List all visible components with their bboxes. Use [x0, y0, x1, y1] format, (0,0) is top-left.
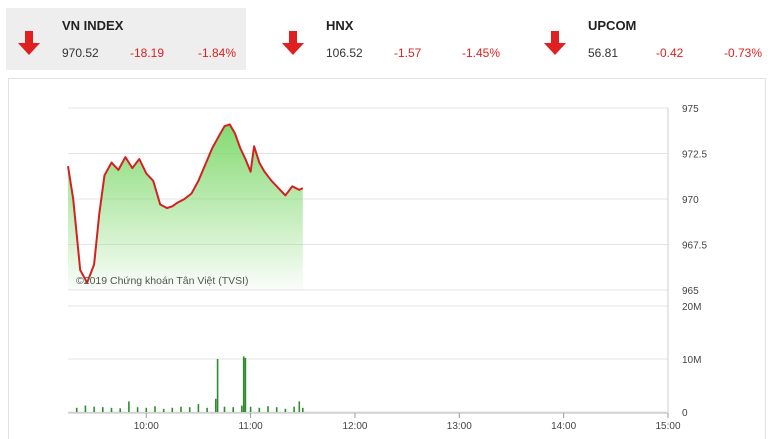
- x-tick-label: 13:00: [447, 421, 472, 432]
- index-tab-hnx[interactable]: HNX 106.52 -1.57 -1.45%: [270, 8, 510, 70]
- index-percent: -0.73%: [724, 46, 763, 60]
- volume-bar: [241, 405, 243, 412]
- index-value: 106.52: [326, 46, 363, 60]
- price-tick-label: 965: [682, 286, 699, 297]
- down-arrow-icon: [18, 31, 40, 55]
- volume-bar: [232, 407, 234, 412]
- volume-bar: [154, 406, 156, 412]
- x-tick-label: 15:00: [655, 421, 680, 432]
- volume-bar: [258, 407, 261, 412]
- index-tab-upcom[interactable]: UPCOM 56.81 -0.42 -0.73%: [532, 8, 772, 70]
- volume-bar: [145, 407, 148, 412]
- volume-bar: [215, 398, 217, 413]
- index-name: UPCOM: [588, 18, 637, 33]
- price-tick-label: 975: [682, 104, 699, 115]
- volume-bar: [267, 406, 269, 412]
- chart-panel: [8, 78, 766, 439]
- volume-bar: [242, 356, 245, 412]
- copyright-label: ©2019 Chứng khoán Tân Việt (TVSI): [76, 275, 249, 287]
- price-tick-label: 972.5: [682, 150, 707, 161]
- price-line: [67, 123, 304, 284]
- volume-tick-label: 0: [682, 408, 688, 419]
- volume-bars: [75, 356, 304, 413]
- index-name: VN INDEX: [62, 18, 124, 33]
- index-value: 970.52: [62, 46, 99, 60]
- price-tick-label: 970: [682, 195, 699, 206]
- volume-bar: [188, 407, 191, 412]
- volume-bar: [197, 404, 200, 412]
- volume-bar: [302, 407, 304, 412]
- x-tick-label: 12:00: [342, 421, 367, 432]
- volume-bar: [171, 407, 174, 412]
- volume-bar: [136, 407, 139, 412]
- volume-bar: [249, 406, 252, 412]
- down-arrow-icon: [282, 31, 304, 55]
- volume-bar: [84, 405, 87, 412]
- index-change: -0.42: [656, 46, 684, 60]
- index-change: -18.19: [130, 46, 165, 60]
- volume-bar: [275, 407, 278, 412]
- price-tick-label: 967.5: [682, 241, 707, 252]
- index-summary-bar: VN INDEX 970.52 -18.19 -1.84% HNX 106.52…: [0, 0, 780, 70]
- index-value: 56.81: [588, 46, 619, 60]
- volume-bar: [102, 407, 104, 412]
- volume-bar: [298, 401, 301, 412]
- volume-tick-label: 10M: [682, 355, 701, 366]
- price-area: [68, 124, 303, 291]
- volume-bar: [206, 407, 208, 412]
- volume-bar: [223, 406, 226, 412]
- index-name: HNX: [326, 18, 354, 33]
- volume-bar: [128, 401, 130, 412]
- axes: 975 972.5 970 967.5 965 20M 10M 0 10:00 11:00 12:0…: [68, 104, 707, 432]
- index-percent: -1.84%: [198, 46, 237, 60]
- volume-bar: [180, 406, 182, 412]
- x-tick-label: 14:00: [551, 421, 576, 432]
- volume-bar: [284, 408, 287, 412]
- volume-bar: [293, 406, 295, 412]
- volume-bar: [119, 408, 121, 412]
- volume-bar: [110, 407, 113, 412]
- volume-bar: [216, 359, 219, 412]
- volume-bar: [162, 408, 165, 412]
- index-change: -1.57: [394, 46, 422, 60]
- volume-bar: [75, 407, 78, 412]
- index-percent: -1.45%: [462, 46, 501, 60]
- volume-bar: [244, 357, 247, 412]
- x-tick-label: 10:00: [134, 421, 159, 432]
- down-arrow-icon: [544, 31, 566, 55]
- index-tab-vnindex[interactable]: VN INDEX 970.52 -18.19 -1.84%: [6, 8, 246, 70]
- volume-tick-label: 20M: [682, 302, 701, 313]
- volume-bar: [93, 406, 95, 412]
- x-tick-label: 11:00: [238, 421, 263, 432]
